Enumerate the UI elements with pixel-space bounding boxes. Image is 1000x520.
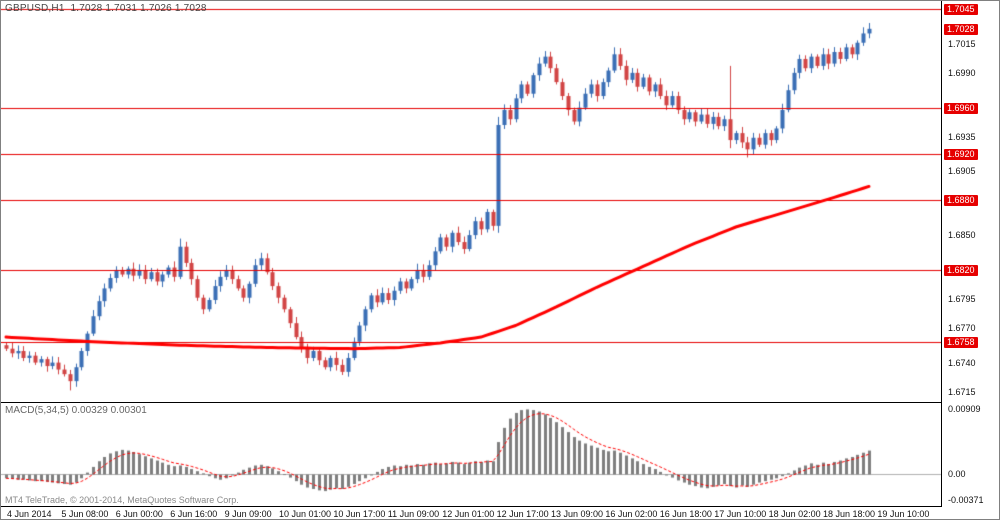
copyright-text: MT4 TeleTrade, © 2001-2014, MetaQuotes S… bbox=[5, 495, 239, 505]
price-axis[interactable]: 1.7015 1.6990 1.6935 1.6905 1.6850 1.6795 1.67… bbox=[942, 1, 999, 507]
time-axis-label: 16 Jun 02:00 bbox=[605, 509, 658, 519]
price-axis-label: 1.6935 bbox=[948, 131, 976, 142]
price-chart-panel: GBPUSD,H1 1.7028 1.7031 1.7026 1.7028 bbox=[1, 1, 942, 403]
price-level-badge: 1.7028 bbox=[944, 23, 978, 35]
price-axis-label: 1.6770 bbox=[948, 322, 976, 333]
time-axis-label: 6 Jun 00:00 bbox=[115, 509, 163, 519]
price-axis-label: 1.7015 bbox=[948, 38, 976, 49]
macd-chart-canvas[interactable] bbox=[1, 403, 941, 506]
price-axis-label: 1.6905 bbox=[948, 166, 976, 177]
time-axis-label: 10 Jun 17:00 bbox=[333, 509, 386, 519]
time-axis[interactable]: 4 Jun 2014 5 Jun 08:00 6 Jun 00:00 6 Jun 16… bbox=[1, 507, 999, 519]
macd-panel: MACD(5,34,5) 0.00329 0.00301 MT4 TeleTra… bbox=[1, 403, 942, 507]
time-axis-label: 4 Jun 2014 bbox=[7, 509, 52, 519]
macd-axis-label: 0.00909 bbox=[948, 404, 981, 415]
time-axis-label: 16 Jun 18:00 bbox=[659, 509, 712, 519]
time-axis-label: 13 Jun 09:00 bbox=[551, 509, 604, 519]
price-level-badge: 1.6758 bbox=[944, 336, 978, 348]
price-axis-label: 1.6740 bbox=[948, 357, 976, 368]
symbol-ohlc-label: GBPUSD,H1 1.7028 1.7031 1.7026 1.7028 bbox=[5, 3, 207, 14]
time-axis-label: 17 Jun 10:00 bbox=[714, 509, 767, 519]
price-level-badge: 1.6820 bbox=[944, 264, 978, 276]
macd-axis-label: 0.00 bbox=[948, 469, 966, 480]
time-axis-label: 9 Jun 09:00 bbox=[224, 509, 272, 519]
time-axis-label: 6 Jun 16:00 bbox=[170, 509, 218, 519]
price-chart-canvas[interactable] bbox=[1, 1, 941, 402]
macd-axis-label: -0.00371 bbox=[948, 495, 984, 506]
price-level-badge: 1.6920 bbox=[944, 148, 978, 160]
price-level-badge: 1.6960 bbox=[944, 102, 978, 114]
time-axis-label: 11 Jun 09:00 bbox=[387, 509, 440, 519]
price-axis-label: 1.6990 bbox=[948, 67, 976, 78]
time-axis-label: 18 Jun 02:00 bbox=[768, 509, 821, 519]
time-axis-label: 18 Jun 18:00 bbox=[823, 509, 876, 519]
price-level-badge: 1.6880 bbox=[944, 195, 978, 207]
price-axis-label: 1.6850 bbox=[948, 230, 976, 241]
time-axis-label: 5 Jun 08:00 bbox=[61, 509, 109, 519]
time-axis-label: 12 Jun 17:00 bbox=[496, 509, 549, 519]
time-axis-label: 10 Jun 01:00 bbox=[279, 509, 332, 519]
macd-indicator-label: MACD(5,34,5) 0.00329 0.00301 bbox=[5, 405, 147, 416]
time-axis-label: 19 Jun 10:00 bbox=[877, 509, 930, 519]
price-level-badge: 1.7045 bbox=[944, 4, 978, 16]
time-axis-label: 12 Jun 01:00 bbox=[442, 509, 495, 519]
price-axis-label: 1.6795 bbox=[948, 293, 976, 304]
price-axis-label: 1.6715 bbox=[948, 386, 976, 397]
